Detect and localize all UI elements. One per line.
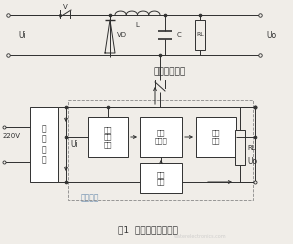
Text: VD: VD	[117, 32, 127, 38]
Text: 220V: 220V	[3, 133, 21, 140]
Bar	[88, 117, 128, 157]
Bar	[68, 100, 253, 200]
Text: 整
流
电
路: 整 流 电 路	[42, 124, 46, 165]
Text: waterelectronics.com: waterelectronics.com	[174, 234, 226, 240]
Bar	[235, 130, 245, 165]
Bar	[140, 117, 182, 157]
Bar	[140, 163, 182, 193]
Text: Ui: Ui	[18, 30, 26, 40]
Text: Uo: Uo	[247, 157, 257, 166]
Text: C: C	[177, 32, 181, 38]
Text: 基准
电路: 基准 电路	[157, 171, 165, 185]
Text: RL: RL	[248, 144, 256, 151]
Text: 取样
电路: 取样 电路	[212, 130, 220, 144]
Text: Uo: Uo	[266, 30, 276, 40]
Text: 比较
放大器: 比较 放大器	[155, 130, 167, 144]
Text: 图1  直流开关电源管理: 图1 直流开关电源管理	[118, 225, 178, 234]
Text: RL: RL	[196, 32, 204, 38]
Text: V: V	[63, 4, 67, 10]
Bar	[196, 117, 236, 157]
Text: 开关脉冲: 开关脉冲	[81, 193, 99, 203]
Bar	[30, 107, 58, 182]
Text: 脉冲
调宽
电路: 脉冲 调宽 电路	[104, 126, 112, 148]
Text: L: L	[136, 22, 139, 28]
Bar	[195, 20, 205, 50]
Text: 开关调整元件: 开关调整元件	[154, 68, 186, 77]
Text: Ui: Ui	[70, 140, 78, 149]
